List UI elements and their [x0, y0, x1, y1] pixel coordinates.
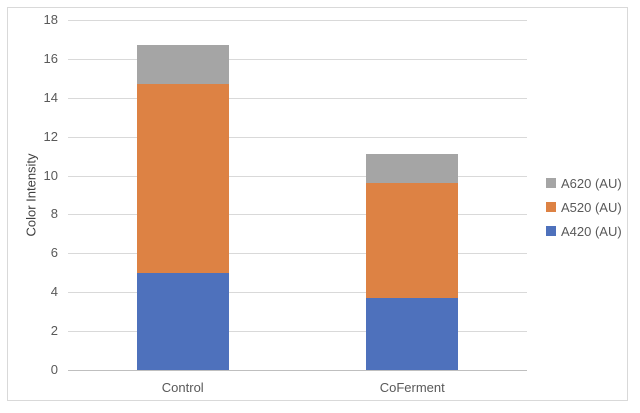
gridline-y-14 — [68, 97, 527, 99]
y-tick-label-0: 0 — [50, 362, 58, 377]
gridline-y-12 — [68, 136, 527, 138]
gridline-y-8 — [68, 214, 527, 216]
x-category-label-control: Control — [161, 380, 204, 395]
y-tick-label-16: 16 — [43, 50, 58, 66]
x-category-label-coferment: CoFerment — [379, 380, 445, 395]
legend-label: A620 (AU) — [561, 175, 622, 191]
legend-swatch-icon — [546, 226, 556, 236]
legend: A620 (AU) A520 (AU) A420 (AU) — [546, 176, 622, 248]
bar-segment-coferment-a520 — [366, 183, 459, 299]
legend-item-a620: A620 (AU) — [546, 175, 622, 191]
y-tick-label-18: 18 — [43, 12, 58, 27]
y-tick-label-14: 14 — [43, 89, 58, 105]
bar-segment-control-a620 — [136, 45, 229, 85]
y-tick-label-8: 8 — [50, 206, 58, 222]
chart-frame-border — [7, 7, 628, 401]
bar-segment-control-a420 — [136, 272, 229, 370]
y-tick-label-2: 2 — [50, 323, 58, 339]
gridline-y-6 — [68, 253, 527, 255]
gridline-y-18 — [68, 20, 527, 21]
bar-segment-coferment-a420 — [366, 298, 459, 370]
legend-swatch-icon — [546, 178, 556, 188]
y-tick-label-10: 10 — [43, 167, 58, 183]
y-axis-title: Color Intensity — [23, 153, 39, 237]
gridline-y-16 — [68, 58, 527, 60]
y-tick-label-4: 4 — [50, 284, 58, 300]
legend-swatch-icon — [546, 202, 556, 212]
gridline-y-2 — [68, 331, 527, 333]
legend-item-a520: A520 (AU) — [546, 199, 622, 215]
bar-segment-coferment-a620 — [366, 154, 459, 184]
legend-label: A420 (AU) — [561, 223, 622, 239]
gridline-y-10 — [68, 175, 527, 177]
legend-label: A520 (AU) — [561, 199, 622, 215]
plot-area — [68, 20, 527, 371]
legend-item-a420: A420 (AU) — [546, 223, 622, 239]
x-axis-line — [68, 370, 527, 371]
bar-segment-control-a520 — [136, 84, 229, 273]
y-tick-label-6: 6 — [50, 245, 58, 261]
gridline-y-4 — [68, 292, 527, 294]
y-tick-label-12: 12 — [43, 128, 58, 144]
